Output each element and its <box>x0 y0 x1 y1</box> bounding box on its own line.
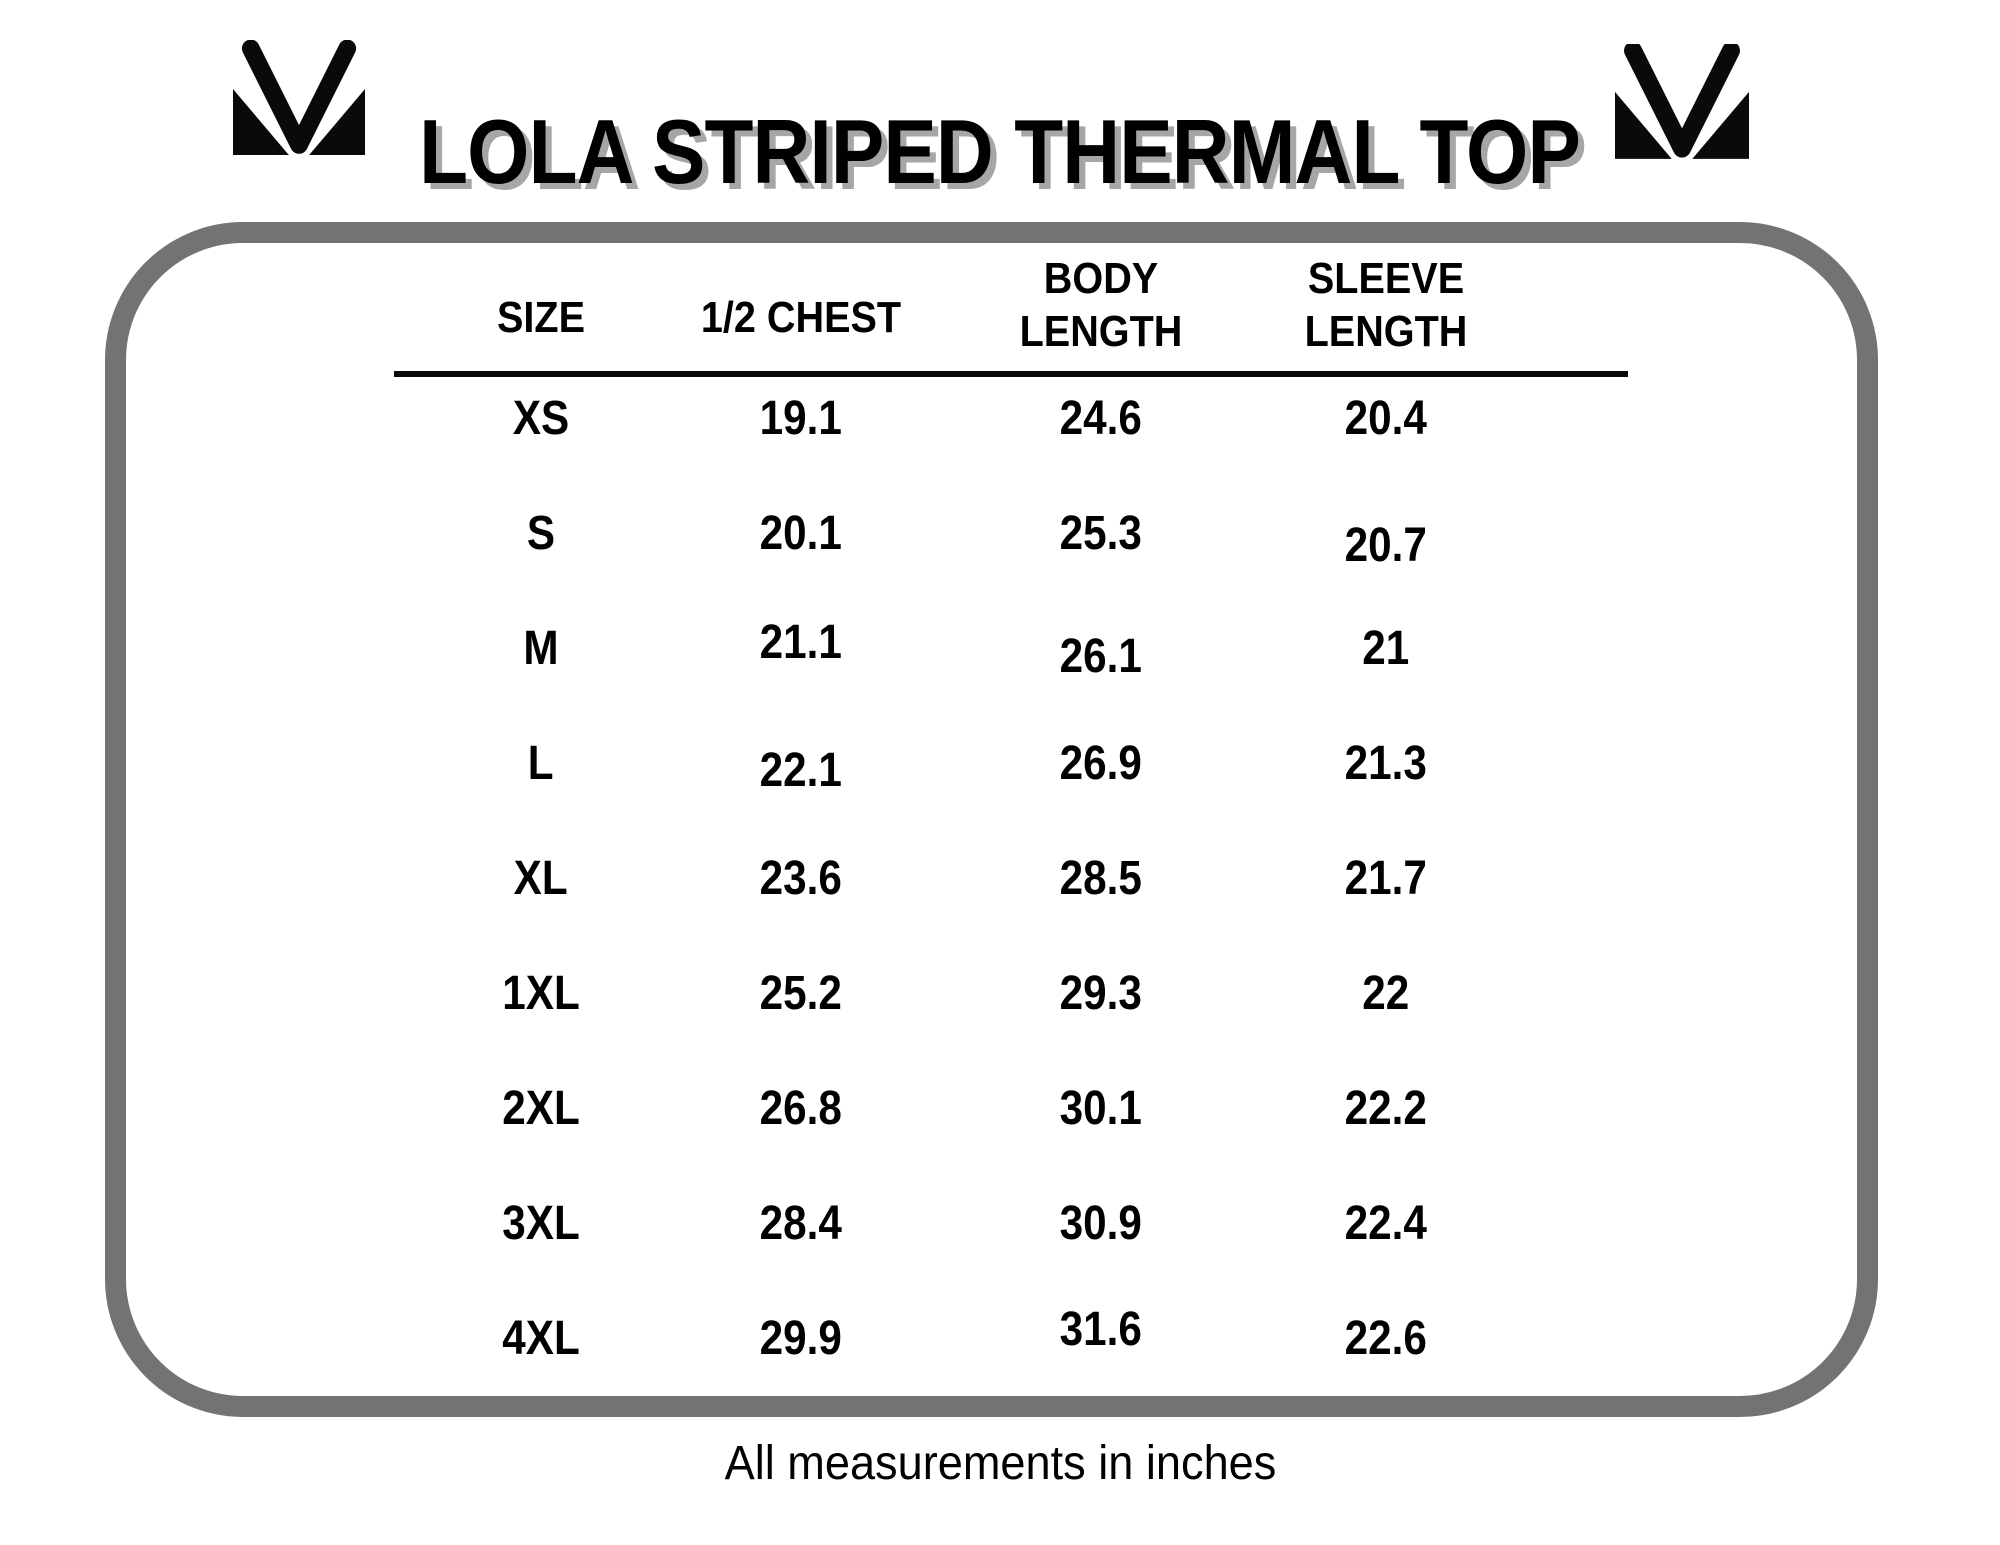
column-header-sleeve-length: SLEEVE LENGTH <box>1286 253 1486 371</box>
table-row-xl: XL 23.6 28.5 21.7 <box>126 821 1857 936</box>
body-length-cell: 26.1 <box>1059 630 1143 683</box>
table-row-2xl: 2XL 26.8 30.1 22.2 <box>126 1051 1857 1166</box>
sleeve-length-cell: 21 <box>1362 622 1410 675</box>
table-row-l: L 22.1 26.9 21.3 <box>126 706 1857 821</box>
size-cell: 4XL <box>502 1312 580 1365</box>
column-header-label: BODY <box>1043 254 1159 304</box>
header-underline <box>394 371 1628 377</box>
sleeve-length-cell: 22 <box>1362 967 1410 1020</box>
size-cell: 3XL <box>502 1197 580 1250</box>
half-chest-cell: 28.4 <box>759 1197 843 1250</box>
size-cell: XL <box>514 852 568 905</box>
table-row-s: S 20.1 25.3 20.7 <box>126 476 1857 591</box>
body-length-cell: 31.6 <box>1059 1303 1143 1356</box>
column-header-label: SIZE <box>496 293 586 343</box>
size-cell: L <box>528 737 554 790</box>
footer-note: All measurements in inches <box>724 1437 1276 1490</box>
sleeve-length-cell: 21.3 <box>1344 737 1428 790</box>
body-length-cell: 28.5 <box>1059 852 1143 905</box>
half-chest-cell: 22.1 <box>759 744 843 797</box>
column-header-label: 1/2 CHEST <box>700 293 902 343</box>
size-chart-frame: SIZE 1/2 CHEST BODY LENGTH SLEEVE LENGTH… <box>105 222 1878 1417</box>
half-chest-cell: 29.9 <box>759 1312 843 1365</box>
sleeve-length-cell: 22.2 <box>1344 1082 1428 1135</box>
sleeve-length-cell: 21.7 <box>1344 852 1428 905</box>
mv-monogram-logo-icon <box>233 40 365 156</box>
table-row-3xl: 3XL 28.4 30.9 22.4 <box>126 1166 1857 1281</box>
masthead: LOLA STRIPED THERMAL TOP <box>0 0 2000 210</box>
sleeve-length-cell: 22.6 <box>1344 1312 1428 1365</box>
half-chest-cell: 19.1 <box>759 392 843 445</box>
size-cell: S <box>526 507 556 560</box>
size-cell: 1XL <box>502 967 580 1020</box>
size-cell: 2XL <box>502 1082 580 1135</box>
half-chest-cell: 23.6 <box>759 852 843 905</box>
half-chest-cell: 26.8 <box>759 1082 843 1135</box>
body-length-cell: 25.3 <box>1059 507 1143 560</box>
size-cell: M <box>523 622 559 675</box>
sleeve-length-cell: 22.4 <box>1344 1197 1428 1250</box>
page-title: LOLA STRIPED THERMAL TOP <box>0 107 2000 198</box>
column-header-label: SLEEVE <box>1307 254 1465 304</box>
sleeve-length-cell: 20.7 <box>1344 519 1428 572</box>
size-table-body: XS 19.1 24.6 20.4 S 20.1 25.3 20.7 M 21.… <box>126 361 1857 1396</box>
table-row-m: M 21.1 26.1 21 <box>126 591 1857 706</box>
table-row-xs: XS 19.1 24.6 20.4 <box>126 361 1857 476</box>
column-header-body-length: BODY LENGTH <box>916 253 1286 371</box>
body-length-cell: 26.9 <box>1059 737 1143 790</box>
column-header-size: SIZE <box>396 292 686 371</box>
page-title-text: LOLA STRIPED THERMAL TOP <box>419 101 1582 203</box>
body-length-cell: 24.6 <box>1059 392 1143 445</box>
sleeve-length-cell: 20.4 <box>1344 392 1428 445</box>
column-header-label: LENGTH <box>1304 307 1468 357</box>
table-row-4xl: 4XL 29.9 31.6 22.6 <box>126 1281 1857 1396</box>
body-length-cell: 30.1 <box>1059 1082 1143 1135</box>
half-chest-cell: 25.2 <box>759 967 843 1020</box>
half-chest-cell: 21.1 <box>759 616 843 669</box>
column-header-label: LENGTH <box>1019 307 1183 357</box>
half-chest-cell: 20.1 <box>759 507 843 560</box>
size-cell: XS <box>512 392 570 445</box>
column-header-half-chest: 1/2 CHEST <box>686 292 916 371</box>
table-row-1xl: 1XL 25.2 29.3 22 <box>126 936 1857 1051</box>
body-length-cell: 29.3 <box>1059 967 1143 1020</box>
body-length-cell: 30.9 <box>1059 1197 1143 1250</box>
mv-monogram-logo-icon <box>1615 44 1749 159</box>
table-header-row: SIZE 1/2 CHEST BODY LENGTH SLEEVE LENGTH <box>126 243 1857 371</box>
